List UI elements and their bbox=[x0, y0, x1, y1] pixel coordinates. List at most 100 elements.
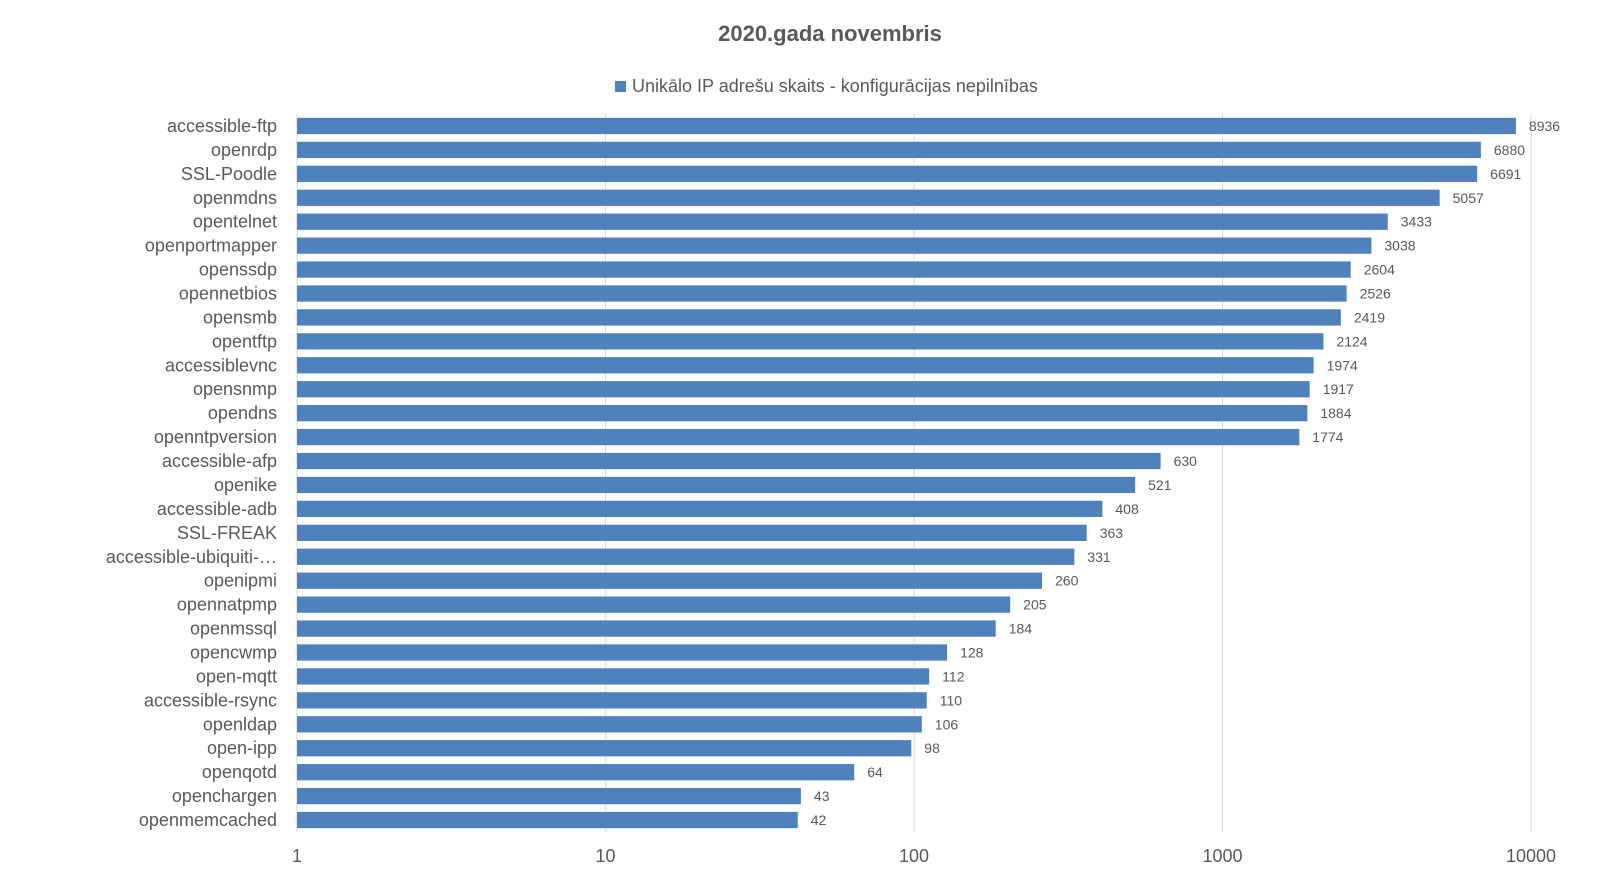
x-axis-tick-labels: 1 10 100 1000 10000 bbox=[292, 846, 1556, 866]
data-label: 98 bbox=[924, 740, 940, 756]
bar bbox=[297, 428, 1300, 446]
category-label: openchargen bbox=[172, 786, 277, 806]
legend-label: Unikālo IP adrešu skaits - konfigurācija… bbox=[632, 76, 1038, 96]
data-label: 112 bbox=[942, 668, 965, 684]
x-tick-label: 1000 bbox=[1202, 846, 1242, 866]
category-label: openipmi bbox=[204, 571, 277, 591]
bar bbox=[297, 237, 1372, 254]
data-label: 6880 bbox=[1494, 142, 1525, 158]
chart-title: 2020.gada novembris bbox=[718, 21, 942, 46]
category-label: SSL-FREAK bbox=[177, 523, 277, 543]
category-label: opennatpmp bbox=[177, 595, 277, 615]
bar bbox=[297, 165, 1478, 182]
bar bbox=[297, 476, 1136, 494]
bar bbox=[297, 261, 1351, 278]
legend-swatch bbox=[615, 81, 626, 92]
bar bbox=[297, 716, 922, 733]
data-label: 110 bbox=[940, 692, 963, 708]
data-label: 2526 bbox=[1360, 286, 1391, 302]
bar bbox=[297, 381, 1310, 398]
data-label: 3038 bbox=[1384, 238, 1415, 254]
category-label: opensmb bbox=[203, 307, 277, 327]
gridlines bbox=[296, 114, 1532, 832]
category-label: accessible-rsync bbox=[144, 690, 277, 710]
bar bbox=[297, 189, 1440, 206]
bar bbox=[297, 668, 930, 685]
data-label: 1884 bbox=[1320, 405, 1351, 421]
data-label: 5057 bbox=[1453, 190, 1484, 206]
category-label: open-ipp bbox=[207, 738, 277, 758]
category-label: openmssql bbox=[190, 619, 277, 639]
bar bbox=[297, 596, 1011, 613]
category-label: opennetbios bbox=[179, 284, 277, 304]
legend: Unikālo IP adrešu skaits - konfigurācija… bbox=[615, 76, 1038, 96]
data-label: 64 bbox=[867, 764, 883, 780]
bar bbox=[297, 764, 855, 781]
bar bbox=[297, 452, 1161, 470]
bar bbox=[297, 548, 1075, 565]
bars bbox=[297, 117, 1516, 829]
category-label: opensnmp bbox=[193, 379, 277, 399]
category-label: SSL-Poodle bbox=[181, 164, 277, 184]
bar bbox=[297, 620, 996, 637]
category-label: openmdns bbox=[193, 188, 277, 208]
category-label: opentelnet bbox=[193, 212, 277, 232]
data-label: 128 bbox=[960, 645, 984, 661]
data-label: 205 bbox=[1023, 597, 1047, 613]
category-label: accessible-afp bbox=[162, 451, 277, 471]
category-label: open-mqtt bbox=[196, 666, 277, 686]
bar bbox=[297, 572, 1043, 589]
data-label: 3433 bbox=[1401, 214, 1432, 230]
category-label: openportmapper bbox=[145, 236, 277, 256]
bar bbox=[297, 285, 1347, 302]
x-tick-label: 10000 bbox=[1506, 846, 1556, 866]
data-label: 8936 bbox=[1529, 118, 1560, 134]
category-label: openmemcached bbox=[139, 810, 277, 830]
category-label: openrdp bbox=[211, 140, 277, 160]
category-label: accessible-ubiquiti-… bbox=[106, 547, 277, 567]
category-label: opentftp bbox=[212, 331, 277, 351]
data-label: 260 bbox=[1055, 573, 1079, 589]
bar bbox=[297, 524, 1087, 541]
data-label: 2419 bbox=[1354, 309, 1385, 325]
category-label: accessiblevnc bbox=[165, 355, 277, 375]
category-label: openldap bbox=[203, 714, 277, 734]
data-label: 363 bbox=[1100, 525, 1124, 541]
bar bbox=[297, 692, 927, 709]
data-label: 1774 bbox=[1312, 429, 1343, 445]
data-label: 42 bbox=[811, 812, 827, 828]
bar bbox=[297, 357, 1314, 374]
category-label: openike bbox=[214, 475, 277, 495]
category-label: opencwmp bbox=[190, 643, 277, 663]
bar bbox=[297, 644, 948, 661]
data-label: 106 bbox=[935, 716, 959, 732]
bar bbox=[297, 141, 1481, 159]
bar bbox=[297, 333, 1324, 350]
category-label: openssdp bbox=[199, 260, 277, 280]
data-label: 2124 bbox=[1336, 333, 1367, 349]
bar bbox=[297, 213, 1388, 230]
bar bbox=[297, 309, 1341, 326]
bar bbox=[297, 787, 801, 805]
category-label: accessible-ftp bbox=[167, 116, 277, 136]
category-labels: accessible-ftp openrdp SSL-Poodle openmdns o… bbox=[106, 116, 277, 830]
data-label: 331 bbox=[1087, 549, 1111, 565]
category-label: openqotd bbox=[202, 762, 277, 782]
data-label: 6691 bbox=[1490, 166, 1521, 182]
data-label: 1974 bbox=[1327, 357, 1358, 373]
data-label: 521 bbox=[1148, 477, 1172, 493]
data-label: 1917 bbox=[1323, 381, 1354, 397]
category-label: accessible-adb bbox=[157, 499, 277, 519]
category-label: opendns bbox=[208, 403, 277, 423]
data-label: 2604 bbox=[1364, 262, 1395, 278]
x-tick-label: 1 bbox=[292, 846, 302, 866]
bar bbox=[297, 405, 1308, 422]
bar bbox=[297, 811, 798, 829]
data-label: 630 bbox=[1174, 453, 1198, 469]
data-label: 43 bbox=[814, 788, 830, 804]
data-label: 408 bbox=[1115, 501, 1139, 517]
bar bbox=[297, 117, 1516, 135]
x-tick-label: 100 bbox=[899, 846, 929, 866]
x-tick-label: 10 bbox=[595, 846, 615, 866]
